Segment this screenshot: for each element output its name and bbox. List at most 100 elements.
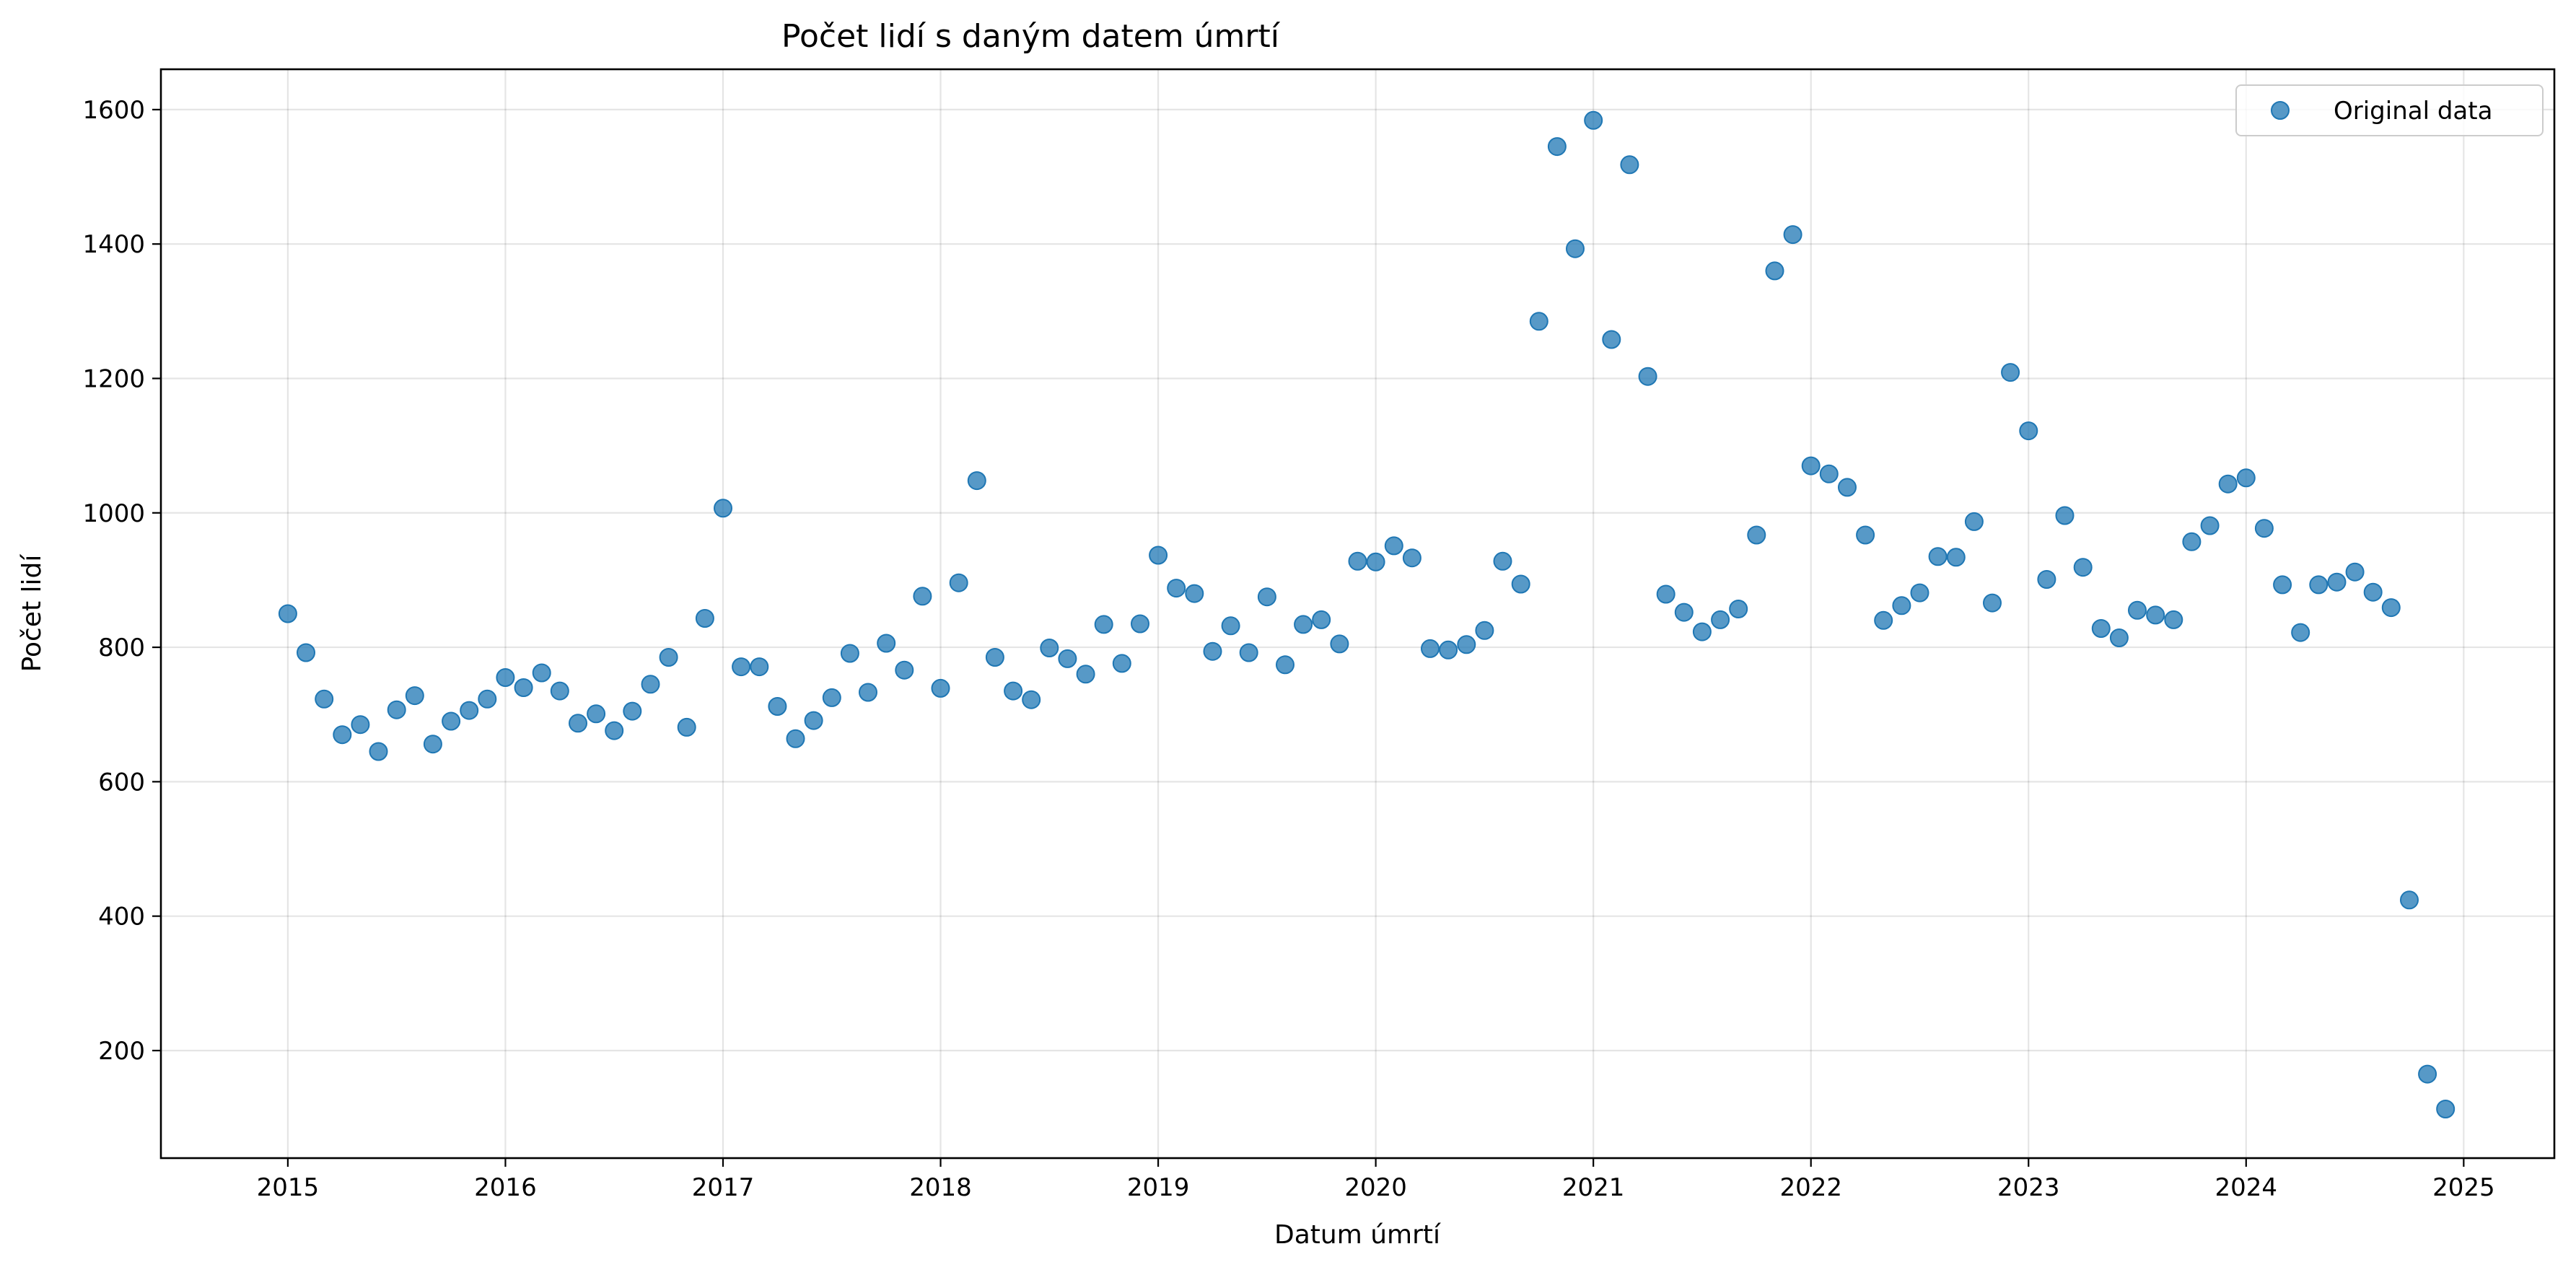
data-point bbox=[985, 648, 1004, 667]
data-point bbox=[1475, 621, 1494, 640]
data-point bbox=[2055, 506, 2075, 525]
data-point bbox=[405, 686, 424, 706]
data-point bbox=[1421, 639, 1440, 658]
data-point bbox=[623, 701, 642, 721]
data-point bbox=[822, 688, 841, 707]
x-tick-label: 2015 bbox=[257, 1173, 320, 1202]
data-point bbox=[315, 689, 334, 709]
data-point bbox=[1348, 551, 1367, 571]
y-tick-label: 1400 bbox=[82, 230, 145, 259]
data-point bbox=[967, 471, 986, 491]
data-point bbox=[1167, 579, 1186, 598]
data-point bbox=[1602, 330, 1621, 349]
data-point bbox=[1384, 536, 1403, 556]
data-point bbox=[1928, 547, 1948, 566]
data-point bbox=[2182, 532, 2202, 551]
data-point bbox=[1149, 546, 1168, 565]
data-point bbox=[659, 648, 678, 667]
data-point bbox=[2019, 421, 2038, 441]
data-point bbox=[1112, 654, 1131, 673]
data-point bbox=[423, 735, 442, 754]
data-point bbox=[2146, 605, 2165, 625]
data-point bbox=[750, 657, 769, 677]
data-point bbox=[1004, 681, 1023, 701]
data-point bbox=[2200, 516, 2220, 535]
data-point bbox=[1874, 610, 1893, 630]
data-point bbox=[1856, 525, 1875, 545]
data-point bbox=[877, 634, 896, 653]
data-point bbox=[2418, 1064, 2437, 1084]
data-point bbox=[2037, 570, 2056, 589]
data-point bbox=[514, 678, 533, 697]
data-point bbox=[895, 660, 914, 680]
data-point bbox=[2327, 572, 2347, 592]
data-point bbox=[1819, 464, 1839, 483]
data-point bbox=[1566, 239, 1585, 258]
data-point bbox=[1656, 584, 1675, 604]
x-tick-label: 2017 bbox=[692, 1173, 755, 1202]
data-point bbox=[1801, 456, 1821, 476]
data-point bbox=[804, 711, 823, 730]
data-point bbox=[1185, 584, 1204, 603]
data-point bbox=[2291, 623, 2310, 642]
data-point bbox=[1638, 367, 1657, 386]
x-tick-label: 2020 bbox=[1344, 1173, 1407, 1202]
x-tick-label: 2018 bbox=[909, 1173, 972, 1202]
data-point bbox=[1983, 593, 2002, 613]
data-point bbox=[1674, 603, 1694, 622]
x-tick-label: 2019 bbox=[1127, 1173, 1190, 1202]
data-points bbox=[278, 110, 2455, 1118]
data-point bbox=[1783, 225, 1802, 245]
data-point bbox=[550, 681, 569, 701]
data-point bbox=[1457, 635, 1476, 654]
data-point bbox=[369, 742, 388, 761]
data-point bbox=[1058, 649, 1077, 668]
data-point bbox=[2164, 610, 2183, 629]
data-point bbox=[695, 609, 714, 628]
legend-marker bbox=[2271, 101, 2290, 120]
data-point bbox=[2091, 619, 2111, 638]
data-point bbox=[478, 689, 497, 709]
legend-frame bbox=[2235, 84, 2544, 136]
data-point bbox=[732, 657, 751, 677]
data-point bbox=[641, 675, 660, 694]
data-point bbox=[2254, 519, 2274, 538]
y-tick-label: 600 bbox=[98, 768, 145, 797]
data-point bbox=[297, 643, 315, 662]
data-point bbox=[1402, 548, 1421, 568]
x-axis-label: Datum úmrtí bbox=[1274, 1220, 1441, 1250]
data-point bbox=[1692, 622, 1712, 641]
data-point bbox=[1729, 600, 1748, 618]
data-point bbox=[1964, 512, 1984, 531]
data-point bbox=[2073, 558, 2093, 577]
x-tick-label: 2021 bbox=[1562, 1173, 1625, 1202]
data-point bbox=[1022, 690, 1041, 709]
data-point bbox=[333, 725, 352, 745]
data-point bbox=[1747, 525, 1766, 545]
data-point bbox=[1257, 587, 1276, 607]
data-point bbox=[2381, 598, 2401, 618]
data-point bbox=[2001, 363, 2020, 382]
data-point bbox=[840, 644, 859, 663]
y-tick-label: 800 bbox=[98, 634, 145, 662]
data-point bbox=[1838, 478, 1857, 497]
data-point bbox=[1765, 261, 1784, 281]
data-point bbox=[532, 663, 551, 683]
data-point bbox=[714, 499, 732, 518]
data-point bbox=[1131, 614, 1149, 634]
data-point bbox=[1910, 583, 1929, 603]
chart-title: Počet lidí s daným datem úmrtí bbox=[781, 18, 1281, 55]
data-point bbox=[1239, 643, 1258, 662]
data-point bbox=[460, 701, 479, 720]
data-point bbox=[1547, 137, 1567, 157]
data-point bbox=[278, 604, 297, 623]
data-point bbox=[1276, 655, 1294, 675]
data-point bbox=[2109, 628, 2129, 647]
y-tick-label: 1200 bbox=[82, 364, 145, 393]
y-tick-label: 400 bbox=[98, 903, 145, 932]
data-point bbox=[1439, 640, 1458, 660]
data-point bbox=[1892, 596, 1911, 615]
x-tick-label: 2023 bbox=[1997, 1173, 2060, 1202]
